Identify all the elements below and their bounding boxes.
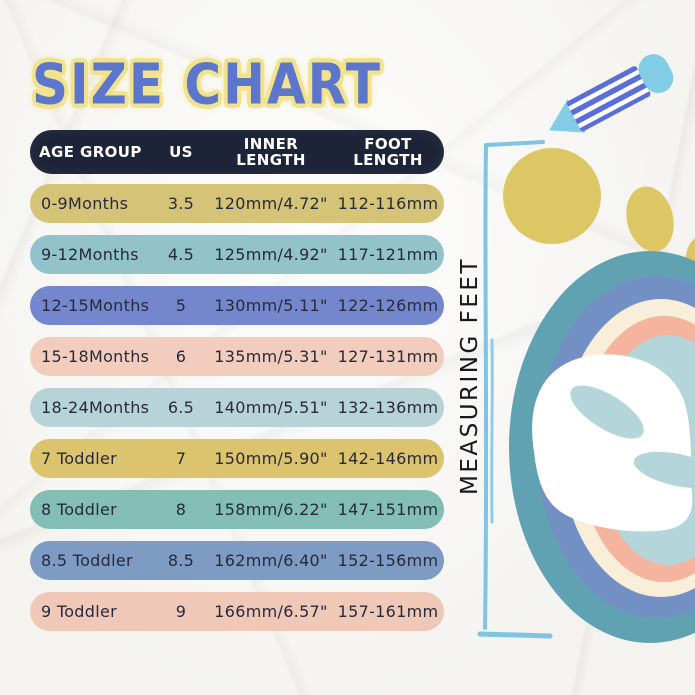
pencil-icon xyxy=(549,54,674,133)
cell-us-size: 6 xyxy=(175,347,187,366)
cell-age-group: 9 Toddler xyxy=(41,602,117,621)
cell-us-size: 5 xyxy=(175,296,187,315)
table-row: 18-24Months 6.5 140mm/5.51" 132-136mm xyxy=(30,388,444,427)
cell-us-size: 9 xyxy=(175,602,187,621)
bracket-vertical-line xyxy=(483,143,489,630)
sole-layer-lightblue xyxy=(597,335,695,565)
sole-layer-blue xyxy=(537,276,695,618)
header-inner-length: INNER LENGTH xyxy=(236,134,306,169)
cell-inner-length: 125mm/4.92" xyxy=(214,245,328,264)
cell-us-size: 6.5 xyxy=(167,398,195,417)
table-row: 7 Toddler 7 150mm/5.90" 142-146mm xyxy=(30,439,444,478)
table-row: 9 Toddler 9 166mm/6.57" 157-161mm xyxy=(30,592,444,631)
cell-inner-length: 130mm/5.11" xyxy=(214,296,328,315)
cell-us-size: 8 xyxy=(175,500,187,519)
cell-inner-length: 150mm/5.90" xyxy=(214,449,328,468)
pencil-stripe xyxy=(572,78,645,120)
footprint-swirl xyxy=(532,354,693,532)
table-row: 12-15Months 5 130mm/5.11" 122-126mm xyxy=(30,286,444,325)
sole-layer-teal xyxy=(509,251,695,643)
cell-us-size: 7 xyxy=(175,449,187,468)
cell-foot-length: 147-151mm xyxy=(337,500,439,519)
pencil-stripe xyxy=(568,69,641,111)
cell-age-group: 9-12Months xyxy=(41,245,139,264)
cell-foot-length: 117-121mm xyxy=(337,245,439,264)
cell-us-size: 3.5 xyxy=(167,194,195,213)
measuring-bracket xyxy=(477,140,553,639)
cell-foot-length: 132-136mm xyxy=(337,398,439,417)
pencil-eraser xyxy=(638,54,674,94)
second-toe xyxy=(626,186,674,252)
cell-age-group: 8.5 Toddler xyxy=(41,551,133,570)
header-foot-length: FOOT LENGTH xyxy=(353,134,423,169)
pencil-body xyxy=(566,66,651,132)
table-row: 9-12Months 4.5 125mm/4.92" 117-121mm xyxy=(30,235,444,274)
cell-age-group: 15-18Months xyxy=(41,347,150,366)
table-row: 8 Toddler 8 158mm/6.22" 147-151mm xyxy=(30,490,444,529)
cell-inner-length: 140mm/5.51" xyxy=(214,398,328,417)
cell-us-size: 4.5 xyxy=(167,245,195,264)
page-title: SIZE CHART xyxy=(32,52,383,117)
table-row: 8.5 Toddler 8.5 162mm/6.40" 152-156mm xyxy=(30,541,444,580)
cell-foot-length: 112-116mm xyxy=(337,194,439,213)
cell-age-group: 7 Toddler xyxy=(41,449,117,468)
table-header-row: AGE GROUP US INNER LENGTH FOOT LENGTH xyxy=(30,130,444,174)
swirl-notch-upper xyxy=(570,385,644,439)
table-row: 0-9Months 3.5 120mm/4.72" 112-116mm xyxy=(30,184,444,223)
cell-foot-length: 122-126mm xyxy=(337,296,439,315)
sole-layer-cream xyxy=(561,299,695,597)
cell-inner-length: 135mm/5.31" xyxy=(214,347,328,366)
cell-age-group: 12-15Months xyxy=(41,296,150,315)
pencil-stripe xyxy=(577,87,650,129)
cell-inner-length: 162mm/6.40" xyxy=(214,551,328,570)
table-body: 0-9Months 3.5 120mm/4.72" 112-116mm 9-12… xyxy=(30,184,444,631)
cell-foot-length: 142-146mm xyxy=(337,449,439,468)
table-row: 15-18Months 6 135mm/5.31" 127-131mm xyxy=(30,337,444,376)
cell-us-size: 8.5 xyxy=(167,551,195,570)
swirl-notch-right xyxy=(633,451,695,489)
cell-inner-length: 158mm/6.22" xyxy=(214,500,328,519)
cell-age-group: 0-9Months xyxy=(41,194,129,213)
size-chart-table: AGE GROUP US INNER LENGTH FOOT LENGTH 0-… xyxy=(30,130,444,643)
baby-foot-illustration xyxy=(503,148,695,643)
pencil-tip xyxy=(549,99,586,133)
cell-foot-length: 157-161mm xyxy=(337,602,439,621)
big-toe xyxy=(503,148,601,244)
cell-foot-length: 127-131mm xyxy=(337,347,439,366)
cell-age-group: 18-24Months xyxy=(41,398,150,417)
cell-inner-length: 120mm/4.72" xyxy=(214,194,328,213)
cell-age-group: 8 Toddler xyxy=(41,500,117,519)
header-us-size: US xyxy=(169,142,193,161)
bracket-top-cap xyxy=(485,140,545,147)
cell-inner-length: 166mm/6.57" xyxy=(214,602,328,621)
third-toe xyxy=(685,232,695,296)
bracket-bottom-cap xyxy=(477,631,553,639)
cell-foot-length: 152-156mm xyxy=(337,551,439,570)
measuring-feet-label: MEASURING FEET xyxy=(457,257,483,495)
sole-layer-salmon xyxy=(578,316,695,582)
header-age-group: AGE GROUP xyxy=(39,142,142,161)
bracket-sketch-stroke xyxy=(490,338,494,524)
